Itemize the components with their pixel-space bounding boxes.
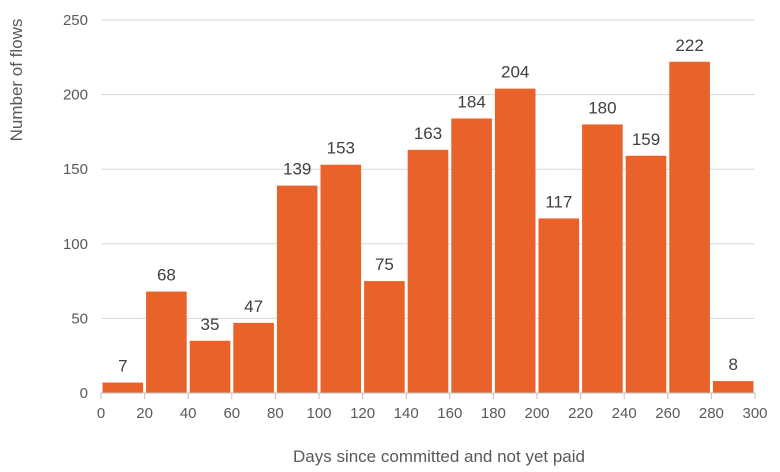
bar-value-label: 222 xyxy=(675,36,703,55)
histogram-bar xyxy=(538,218,580,393)
y-axis-title: Number of flows xyxy=(7,19,26,142)
x-tick-label: 140 xyxy=(394,405,419,422)
x-tick-label: 20 xyxy=(136,405,153,422)
histogram-bar xyxy=(494,88,536,393)
bar-value-label: 8 xyxy=(728,355,737,374)
data-labels: 7 68 35 47 139 153 75 163 184 204 117 180 159 222 8 xyxy=(118,36,738,376)
bar-value-label: 75 xyxy=(375,255,394,274)
y-tick-label: 150 xyxy=(63,161,88,178)
histogram-bar xyxy=(407,149,449,393)
bar-value-label: 117 xyxy=(545,192,572,211)
x-tick-label: 0 xyxy=(97,405,105,422)
x-tick-label: 240 xyxy=(612,405,637,422)
y-tick-label: 100 xyxy=(63,236,88,253)
bar-value-label: 7 xyxy=(118,357,127,376)
bar-value-label: 68 xyxy=(157,266,176,285)
x-tick-label: 300 xyxy=(742,405,767,422)
bar-value-label: 153 xyxy=(327,139,355,158)
bar-value-label: 204 xyxy=(501,63,529,82)
x-tick-label: 180 xyxy=(481,405,506,422)
x-axis-title: Days since committed and not yet paid xyxy=(293,447,585,466)
histogram-bar xyxy=(451,118,492,394)
y-tick-label: 200 xyxy=(63,87,88,104)
x-tick-label: 260 xyxy=(655,405,680,422)
histogram-bar xyxy=(102,382,144,393)
histogram-bar xyxy=(276,185,318,393)
x-tick-label: 220 xyxy=(568,405,593,422)
x-tick-label: 160 xyxy=(437,405,462,422)
y-tick-label: 250 xyxy=(63,12,88,29)
histogram-bar xyxy=(146,291,187,393)
x-tick-label: 100 xyxy=(306,405,331,422)
histogram-bar xyxy=(669,61,710,393)
y-tick-label: 50 xyxy=(71,310,88,327)
y-axis: 0 50 100 150 200 250 xyxy=(63,12,88,402)
x-tick-label: 200 xyxy=(524,405,549,422)
histogram-bar xyxy=(712,381,754,393)
histogram-bar xyxy=(364,281,405,393)
x-tick-label: 60 xyxy=(223,405,240,422)
x-tick-label: 120 xyxy=(350,405,375,422)
bar-value-label: 184 xyxy=(457,92,485,111)
x-tick-label: 280 xyxy=(699,405,724,422)
histogram-bar xyxy=(625,155,667,393)
bar-value-label: 163 xyxy=(414,124,442,143)
y-tick-label: 0 xyxy=(80,385,88,402)
bar-value-label: 47 xyxy=(244,297,263,316)
histogram-bar xyxy=(320,164,362,393)
bars xyxy=(102,61,754,394)
histogram-bar xyxy=(582,124,623,393)
histogram-bar xyxy=(233,322,274,393)
x-axis: 0 20 40 60 80 100 120 140 160 180 200 220 240 260 280 3… xyxy=(97,392,768,422)
bar-value-label: 35 xyxy=(201,315,220,334)
x-tick-label: 80 xyxy=(267,405,284,422)
bar-value-label: 159 xyxy=(632,130,660,149)
x-tick-label: 40 xyxy=(180,405,197,422)
bar-value-label: 139 xyxy=(283,160,311,179)
histogram-bar xyxy=(189,340,231,393)
bar-value-label: 180 xyxy=(588,98,616,117)
